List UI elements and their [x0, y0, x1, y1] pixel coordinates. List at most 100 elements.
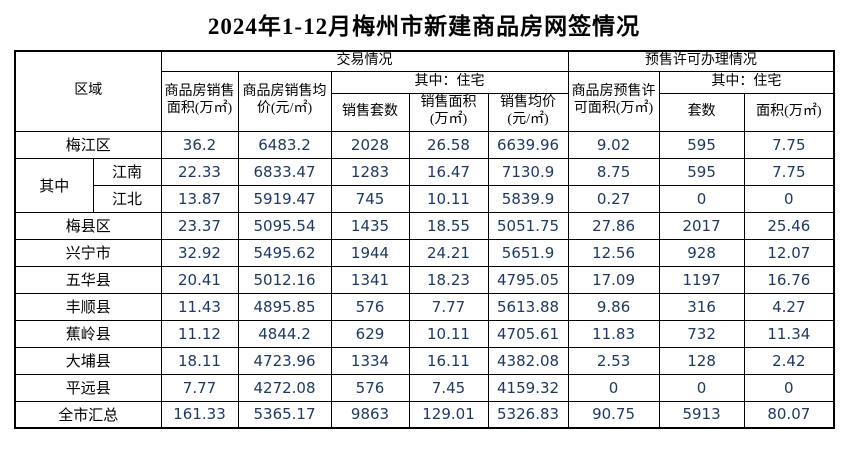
value-cell: 1334 — [330, 346, 410, 375]
table-row: 全市汇总 161.33 5365.17 9863 129.01 5326.83 90.75 5… — [14, 400, 835, 429]
value-cell: 12.56 — [567, 238, 660, 267]
value-cell: 629 — [330, 319, 410, 348]
region-cell: 平远县 — [14, 373, 162, 402]
value-cell: 0 — [743, 373, 835, 402]
table-row: 梅县区 23.37 5095.54 1435 18.55 5051.75 27.86 2017… — [14, 211, 835, 240]
header-sales-area: 商品房销售面积(万㎡) — [160, 70, 239, 132]
table-row: 平远县 7.77 4272.08 576 7.45 4159.32 0 0 0 — [14, 373, 835, 402]
value-cell: 5613.88 — [487, 292, 569, 321]
table-row: 丰顺县 11.43 4895.85 576 7.77 5613.88 9.86 316 4.27 — [14, 292, 835, 321]
table-row: 江北 13.87 5919.47 745 10.11 5839.9 0.27 0 0 — [15, 184, 835, 213]
value-cell: 5095.54 — [237, 211, 332, 240]
value-cell: 90.75 — [567, 400, 660, 429]
value-cell: 129.01 — [408, 400, 489, 429]
value-cell: 576 — [330, 292, 410, 321]
region-cell: 江北 — [92, 184, 162, 213]
region-cell: 全市汇总 — [14, 400, 162, 429]
value-cell: 8.75 — [567, 157, 660, 186]
value-cell: 11.12 — [160, 319, 239, 348]
table-body: 梅江区 36.2 6483.2 2028 26.58 6639.96 9.02 595 7.75… — [14, 130, 835, 429]
header-res-sales-area: 销售面积(万㎡) — [408, 92, 489, 132]
header-region: 区域 — [14, 50, 162, 132]
value-cell: 16.76 — [743, 265, 835, 294]
value-cell: 0 — [743, 184, 835, 213]
value-cell: 928 — [658, 238, 745, 267]
value-cell: 5051.75 — [487, 211, 569, 240]
value-cell: 7.75 — [743, 130, 835, 159]
header-presale-residential-sub: 其中：住宅 — [658, 70, 835, 94]
value-cell: 7130.9 — [487, 157, 569, 186]
value-cell: 4895.85 — [237, 292, 332, 321]
value-cell: 128 — [658, 346, 745, 375]
value-cell: 595 — [658, 157, 745, 186]
value-cell: 32.92 — [160, 238, 239, 267]
value-cell: 745 — [330, 184, 410, 213]
value-cell: 595 — [658, 130, 745, 159]
value-cell: 11.43 — [160, 292, 239, 321]
document-page: 2024年1-12月梅州市新建商品房网签情况 区域 交易情况 预售许可办理情况 … — [0, 7, 848, 429]
value-cell: 16.47 — [408, 157, 489, 186]
value-cell: 6639.96 — [487, 130, 569, 159]
value-cell: 18.23 — [408, 265, 489, 294]
value-cell: 5651.9 — [487, 238, 569, 267]
value-cell: 0 — [658, 373, 745, 402]
value-cell: 4382.08 — [487, 346, 569, 375]
group-cell: 其中 — [14, 157, 94, 213]
value-cell: 23.37 — [160, 211, 239, 240]
value-cell: 7.75 — [743, 157, 835, 186]
value-cell: 20.41 — [160, 265, 239, 294]
header-sales-avg-price: 商品房销售均价(元/㎡) — [237, 70, 332, 132]
value-cell: 732 — [658, 319, 745, 348]
header-presale-res-area: 面积(万㎡) — [743, 92, 835, 132]
value-cell: 36.2 — [160, 130, 239, 159]
value-cell: 80.07 — [743, 400, 835, 429]
value-cell: 4272.08 — [237, 373, 332, 402]
value-cell: 5365.17 — [237, 400, 332, 429]
page-title: 2024年1-12月梅州市新建商品房网签情况 — [207, 14, 641, 39]
value-cell: 22.33 — [160, 157, 239, 186]
header-presale-area: 商品房预售许可面积(万㎡) — [567, 70, 660, 132]
value-cell: 4723.96 — [237, 346, 332, 375]
region-cell: 丰顺县 — [14, 292, 162, 321]
value-cell: 2.42 — [743, 346, 835, 375]
value-cell: 6833.47 — [237, 157, 332, 186]
header-row-2: 商品房销售面积(万㎡) 商品房销售均价(元/㎡) 其中：住宅 商品房预售许可面积… — [15, 70, 835, 132]
value-cell: 24.21 — [408, 238, 489, 267]
value-cell: 2.53 — [567, 346, 660, 375]
header-units-sold: 销售套数 — [330, 92, 410, 132]
region-cell: 兴宁市 — [14, 238, 162, 267]
region-cell: 梅江区 — [14, 130, 162, 159]
value-cell: 4159.32 — [487, 373, 569, 402]
value-cell: 18.55 — [408, 211, 489, 240]
value-cell: 11.83 — [567, 319, 660, 348]
value-cell: 1435 — [330, 211, 410, 240]
value-cell: 161.33 — [160, 400, 239, 429]
header-presale-units: 套数 — [658, 92, 745, 132]
value-cell: 1341 — [330, 265, 410, 294]
value-cell: 27.86 — [567, 211, 660, 240]
table-row: 兴宁市 32.92 5495.62 1944 24.21 5651.9 12.56 928 12… — [14, 238, 835, 267]
value-cell: 17.09 — [567, 265, 660, 294]
value-cell: 25.46 — [743, 211, 835, 240]
header-row-1: 区域 交易情况 预售许可办理情况 — [14, 50, 835, 132]
value-cell: 2028 — [330, 130, 410, 159]
value-cell: 576 — [330, 373, 410, 402]
table-row: 蕉岭县 11.12 4844.2 629 10.11 4705.61 11.83 732 11.… — [14, 319, 835, 348]
value-cell: 0 — [567, 373, 660, 402]
value-cell: 6483.2 — [237, 130, 332, 159]
value-cell: 10.11 — [408, 319, 489, 348]
value-cell: 7.77 — [408, 292, 489, 321]
value-cell: 12.07 — [743, 238, 835, 267]
value-cell: 4.27 — [743, 292, 835, 321]
value-cell: 5839.9 — [487, 184, 569, 213]
value-cell: 7.45 — [408, 373, 489, 402]
region-cell: 梅县区 — [14, 211, 162, 240]
value-cell: 11.34 — [743, 319, 835, 348]
value-cell: 9863 — [330, 400, 410, 429]
header-residential-sub: 其中：住宅 — [330, 70, 569, 94]
value-cell: 316 — [658, 292, 745, 321]
region-cell: 蕉岭县 — [14, 319, 162, 348]
value-cell: 2017 — [658, 211, 745, 240]
value-cell: 4795.05 — [487, 265, 569, 294]
value-cell: 10.11 — [408, 184, 489, 213]
